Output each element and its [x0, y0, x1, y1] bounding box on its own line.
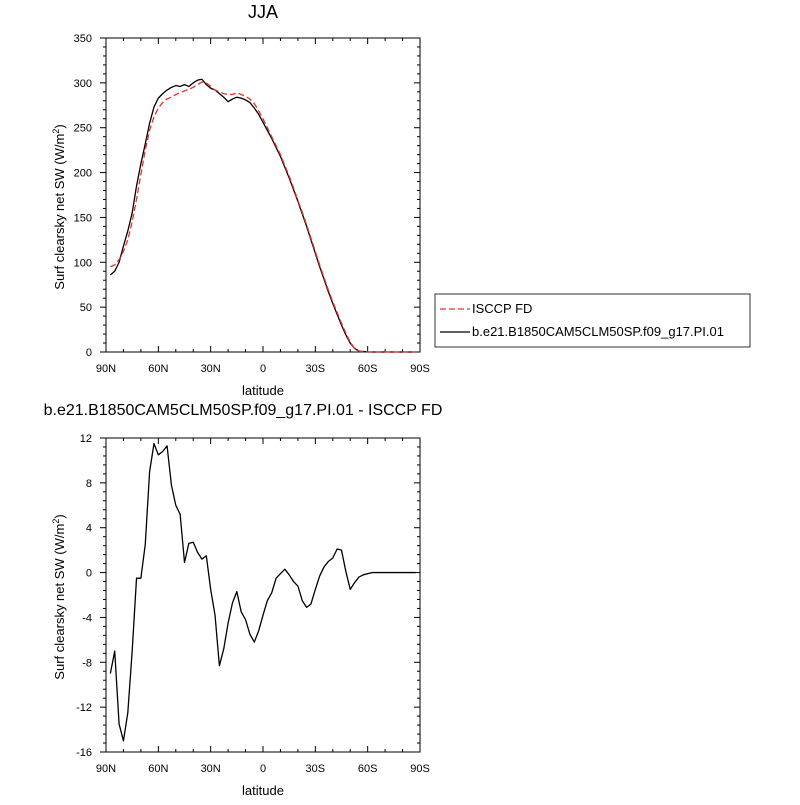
chart-bottom: b.e21.B1850CAM5CLM50SP.f09_g17.PI.01 - I…: [44, 402, 443, 798]
chart-top-y-tick-label: 100: [74, 257, 92, 269]
chart-bottom-y-axis-label: Surf clearsky net SW (W/m2): [51, 514, 67, 679]
chart-top-y-tick-label: 0: [86, 347, 92, 359]
chart-top-ticks: 90N 60N 30N 0 30S 60S 90S 0 50 100 150 200 250 300 350: [74, 33, 430, 375]
chart-bottom-plot-area: [105, 437, 421, 753]
chart-top-series: [109, 78, 416, 353]
chart-bottom-y-tick-label: 0: [86, 568, 92, 580]
chart-bottom-y-tick-label: 12: [80, 433, 92, 445]
chart-top: JJA 90N 60N 30N 0 30S 60S 90S 0 50 100 150 200 250 30…: [51, 2, 751, 398]
chart-bottom-x-axis-label: latitude: [242, 783, 284, 798]
chart-top-y-tick-label: 50: [80, 302, 92, 314]
chart-bottom-y-tick-label: -4: [82, 612, 92, 624]
chart-top-y-axis-label-end: ): [52, 124, 67, 128]
chart-bottom-ticks: 90N 60N 30N 0 30S 60S 90S -16 -12 -8 -4 0 4 8 12: [76, 433, 430, 775]
chart-bottom-x-tick-label: 60N: [148, 763, 168, 775]
chart-top-y-tick-label: 250: [74, 123, 92, 135]
chart-top-y-tick-label: 350: [74, 33, 92, 45]
chart-top-series-isccp-line: [110, 81, 416, 353]
chart-bottom-x-tick-label: 90N: [96, 763, 116, 775]
chart-bottom-y-axis-label-sup: 2: [51, 519, 61, 524]
chart-bottom-x-tick-label: 90S: [410, 763, 430, 775]
chart-top-x-tick-label: 30N: [201, 363, 221, 375]
legend-label-model: b.e21.B1850CAM5CLM50SP.f09_g17.PI.01: [472, 324, 724, 339]
chart-bottom-y-tick-label: 8: [86, 478, 92, 490]
chart-bottom-y-tick-label: 4: [86, 523, 92, 535]
chart-top-y-axis-label-main: Surf clearsky net SW (W/m: [52, 134, 67, 290]
chart-top-y-axis-label: Surf clearsky net SW (W/m2): [51, 124, 67, 289]
chart-bottom-y-axis-label-end: ): [52, 514, 67, 518]
chart-top-series-model-line: [109, 78, 416, 353]
chart-top-x-tick-label: 30S: [306, 363, 326, 375]
chart-top-x-tick-label: 90S: [410, 363, 430, 375]
chart-top-plot-area: [105, 37, 421, 353]
chart-top-y-axis-label-sup: 2: [51, 129, 61, 134]
legend-box: [434, 293, 751, 348]
chart-top-x-tick-label: 0: [260, 363, 266, 375]
chart-top-title: JJA: [248, 2, 278, 22]
chart-bottom-x-tick-label: 60S: [358, 763, 378, 775]
chart-top-y-tick-label: 300: [74, 78, 92, 90]
chart-top-x-axis-label: latitude: [242, 383, 284, 398]
chart-top-x-tick-label: 60S: [358, 363, 378, 375]
chart-bottom-y-tick-label: -16: [76, 747, 92, 759]
chart-bottom-x-tick-label: 30S: [306, 763, 326, 775]
legend-label-isccp: ISCCP FD: [472, 301, 532, 316]
chart-bottom-y-tick-label: -12: [76, 702, 92, 714]
chart-top-y-tick-label: 200: [74, 168, 92, 180]
chart-top-x-tick-label: 60N: [148, 363, 168, 375]
chart-bottom-x-tick-label: 30N: [201, 763, 221, 775]
chart-bottom-x-tick-label: 0: [260, 763, 266, 775]
chart-top-x-tick-label: 90N: [96, 363, 116, 375]
chart-bottom-y-tick-label: -8: [82, 657, 92, 669]
chart-bottom-series: [109, 442, 416, 742]
chart-bottom-series-model-line: [109, 442, 416, 742]
chart-top-y-tick-label: 150: [74, 212, 92, 224]
chart-bottom-y-axis-label-main: Surf clearsky net SW (W/m: [52, 524, 67, 680]
chart-bottom-title: b.e21.B1850CAM5CLM50SP.f09_g17.PI.01 - I…: [44, 402, 443, 419]
chart-top-legend: ISCCP FD b.e21.B1850CAM5CLM50SP.f09_g17.…: [434, 293, 751, 348]
